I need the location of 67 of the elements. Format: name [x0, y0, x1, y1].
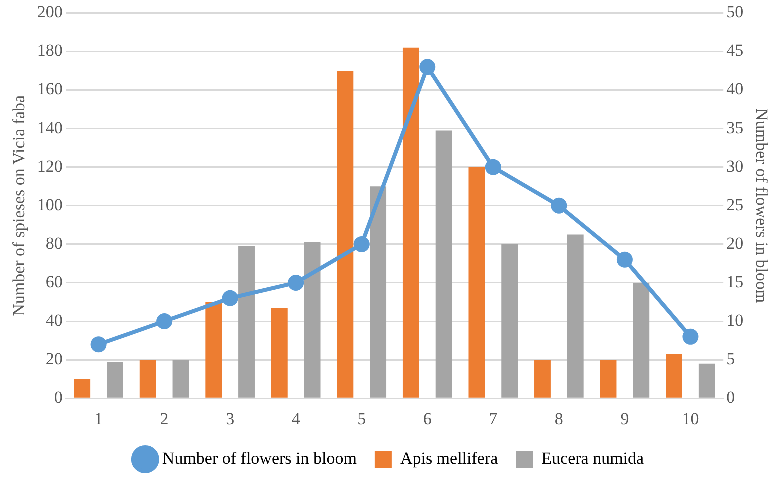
legend-label: Apis mellifera	[400, 448, 499, 468]
y2-tick-label: 25	[726, 195, 744, 214]
bar	[271, 308, 288, 398]
y-tick-label: 160	[37, 80, 63, 99]
y2-tick-label: 35	[726, 118, 744, 138]
y-axis-title: Number of spieses on Vicia faba	[10, 94, 29, 316]
point	[420, 59, 436, 76]
bar	[172, 360, 190, 398]
point	[551, 198, 568, 214]
y2-tick-label: 0	[726, 388, 736, 408]
y2-tick-label: 40	[726, 80, 744, 99]
y-tick-label: 80	[46, 234, 63, 253]
bar	[140, 360, 156, 398]
point	[156, 314, 173, 330]
legend-label: Eucera numida	[542, 448, 645, 468]
x-tick-label: 5	[358, 409, 366, 428]
point	[616, 252, 633, 268]
point	[222, 290, 238, 306]
y-tick-label: 20	[46, 350, 63, 369]
bar	[74, 379, 91, 398]
x-tick-label: 2	[160, 409, 169, 428]
y2-tick-label: 30	[726, 156, 744, 176]
x-tick-label: 10	[682, 409, 700, 428]
y-tick-label: 200	[37, 2, 63, 22]
y2-axis-title: Number of flowers in bloom	[752, 108, 772, 304]
y-tick-label: 100	[37, 195, 63, 214]
y-tick-label: 40	[46, 310, 63, 330]
x-tick-label: 1	[94, 409, 104, 428]
bar	[370, 186, 387, 398]
bar	[107, 362, 124, 398]
x-tick-label: 8	[554, 409, 564, 428]
y-tick-label: 180	[37, 41, 63, 60]
bar	[633, 282, 650, 398]
x-tick-label: 6	[423, 409, 432, 428]
legend-label: Number of flowers in bloom	[162, 448, 357, 468]
y2-tick-label: 20	[726, 234, 744, 253]
bar	[468, 167, 486, 398]
x-tick-label: 4	[292, 409, 301, 428]
bar	[238, 246, 255, 398]
bar	[337, 71, 354, 398]
bar	[567, 234, 584, 398]
bar	[402, 48, 420, 398]
x-tick-label: 3	[226, 409, 235, 428]
point	[682, 328, 699, 345]
bar	[502, 244, 518, 398]
bar	[304, 242, 321, 398]
y2-tick-label: 5	[726, 350, 736, 369]
bar	[666, 354, 682, 398]
y2-tick-label: 45	[726, 41, 744, 60]
y2-tick-label: 15	[726, 272, 744, 292]
x-tick-label: 9	[620, 409, 630, 428]
y-tick-label: 120	[37, 156, 63, 176]
point	[288, 274, 304, 291]
bar	[600, 360, 617, 398]
point	[354, 236, 370, 252]
point	[485, 159, 502, 176]
bar	[534, 360, 551, 398]
y-tick-label: 0	[54, 388, 63, 408]
bar	[206, 302, 222, 398]
bar	[436, 130, 452, 398]
y-tick-label: 60	[46, 272, 63, 292]
y-tick-label: 140	[37, 118, 63, 138]
bar	[698, 364, 716, 398]
y2-tick-label: 10	[726, 310, 744, 330]
y2-tick-label: 50	[726, 2, 744, 22]
point	[90, 336, 107, 353]
x-tick-label: 7	[489, 409, 498, 428]
